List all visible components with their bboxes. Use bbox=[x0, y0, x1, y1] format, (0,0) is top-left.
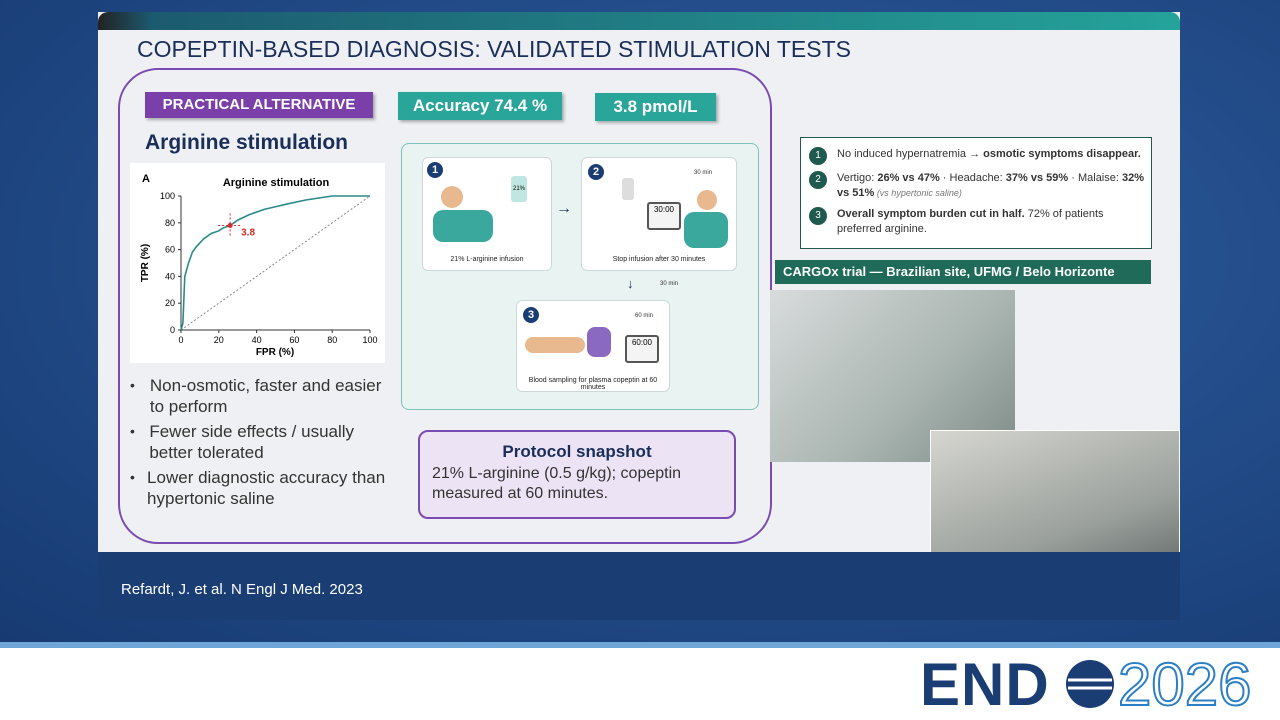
chart-title: Arginine stimulation bbox=[223, 177, 330, 189]
iv-bag bbox=[622, 178, 634, 200]
y-tick-label: 100 bbox=[160, 191, 175, 201]
step-card: 2 30 min 30:00 Stop infusion after 30 mi… bbox=[581, 157, 737, 271]
text-span: 37% vs 59% bbox=[1005, 172, 1069, 184]
x-axis-label: FPR (%) bbox=[256, 347, 294, 358]
arrow: → bbox=[556, 200, 572, 217]
y-tick-label: 0 bbox=[170, 325, 175, 335]
findings-box: 1 No induced hypernatremia → osmotic symp… bbox=[800, 137, 1152, 249]
step-card: 3 60 min 60:00 Blood sampling for plasma… bbox=[516, 300, 670, 392]
patient-icon bbox=[441, 186, 463, 208]
patient-icon bbox=[433, 210, 493, 242]
text-span: (vs hypertonic saline) bbox=[874, 188, 962, 198]
cutoff-label: 3.8 bbox=[241, 227, 255, 238]
text-span: · Malaise: bbox=[1068, 172, 1122, 184]
iv-bag: 21% bbox=[511, 176, 527, 202]
finding: 2 Vertigo: 26% vs 47% · Headache: 37% vs … bbox=[809, 171, 1147, 201]
badge: 3.8 pmol/L bbox=[595, 93, 716, 121]
slide-title: COPEPTIN-BASED DIAGNOSIS: VALIDATED STIM… bbox=[137, 36, 851, 62]
interval-label: 30 min bbox=[660, 281, 679, 287]
bullet-text: Fewer side effects / usually better tole… bbox=[149, 422, 355, 462]
text-span: · Headache: bbox=[939, 172, 1006, 184]
timer: 60:00 bbox=[625, 335, 659, 363]
logo-mark bbox=[1066, 660, 1114, 708]
x-tick-label: 100 bbox=[362, 335, 377, 345]
finding-number: 3 bbox=[809, 207, 827, 225]
x-tick-label: 0 bbox=[178, 335, 183, 345]
panel-label: A bbox=[142, 173, 150, 185]
clock-label: 60 min bbox=[635, 313, 654, 319]
arm-icon bbox=[525, 337, 585, 353]
step-card: 1 21% 21% L-arginine infusion bbox=[422, 157, 552, 271]
text-span: Overall symptom burden cut in half. bbox=[837, 208, 1025, 220]
slide-footer bbox=[98, 552, 1180, 620]
cutoff-point bbox=[227, 222, 233, 228]
y-tick-label: 80 bbox=[165, 218, 175, 228]
roc-curve bbox=[180, 195, 370, 331]
bullet-item: • Fewer side effects / usually better tol… bbox=[130, 421, 390, 463]
text-span: No induced hypernatremia bbox=[837, 148, 970, 160]
bullet-dot: • bbox=[130, 469, 135, 485]
finding: 1 No induced hypernatremia → osmotic symp… bbox=[809, 147, 1147, 165]
text-span: Vertigo: bbox=[837, 172, 878, 184]
step-number: 3 bbox=[523, 307, 539, 323]
bullet-dot: • bbox=[130, 377, 135, 393]
y-tick-label: 20 bbox=[165, 298, 175, 308]
text-span: → osmotic symptoms disappear. bbox=[969, 148, 1141, 160]
arrow: ↓ bbox=[627, 276, 634, 291]
bullet-text: Non-osmotic, faster and easier to perfor… bbox=[149, 376, 382, 416]
y-tick-label: 60 bbox=[165, 245, 175, 255]
trial-banner: CARGOx trial — Brazilian site, UFMG / Be… bbox=[775, 260, 1151, 284]
bullet-list: • Non-osmotic, faster and easier to perfo… bbox=[130, 375, 390, 513]
step-caption: Blood sampling for plasma copeptin at 60… bbox=[528, 377, 658, 391]
text-span: 72% of patients preferred arginine. bbox=[837, 208, 1104, 235]
finding-number: 1 bbox=[809, 147, 827, 165]
finding-text: No induced hypernatremia → osmotic sympt… bbox=[837, 147, 1141, 165]
x-tick-label: 80 bbox=[327, 335, 337, 345]
patient-icon bbox=[684, 212, 728, 248]
clock-label: 30 min bbox=[694, 170, 713, 176]
divider bbox=[0, 642, 1280, 648]
heading: Arginine stimulation bbox=[145, 131, 349, 154]
text-span: 32% vs 51% bbox=[837, 172, 1145, 199]
patient-icon bbox=[697, 190, 717, 210]
step-number: 1 bbox=[427, 162, 443, 178]
chance-line bbox=[180, 195, 371, 331]
badge: Accuracy 74.4 % bbox=[398, 92, 562, 120]
glove-icon bbox=[587, 327, 611, 357]
citation: Refardt, J. et al. N Engl J Med. 2023 bbox=[121, 581, 363, 598]
y-tick-label: 40 bbox=[165, 271, 175, 281]
bullet-item: • Lower diagnostic accuracy than hyperton… bbox=[130, 467, 390, 509]
finding: 3 Overall symptom burden cut in half. 72%… bbox=[809, 207, 1147, 237]
roc-chart: A Arginine stimulation FPR (%) TPR (%) 0… bbox=[140, 173, 378, 358]
bullet-dot: • bbox=[130, 423, 135, 439]
bullet-text: Lower diagnostic accuracy than hypertoni… bbox=[147, 468, 386, 508]
step-number: 2 bbox=[588, 164, 604, 180]
logo-text: 2026 bbox=[1117, 650, 1252, 719]
badge: PRACTICAL ALTERNATIVE bbox=[145, 92, 373, 118]
x-tick-label: 40 bbox=[252, 335, 262, 345]
finding-number: 2 bbox=[809, 171, 827, 189]
x-tick-label: 20 bbox=[214, 335, 224, 345]
snapshot-title: Protocol snapshot bbox=[502, 442, 652, 461]
slide-top-bar bbox=[98, 12, 1180, 30]
step-caption: 21% L-arginine infusion bbox=[450, 256, 524, 263]
finding-text: Vertigo: 26% vs 47% · Headache: 37% vs 5… bbox=[837, 171, 1147, 201]
timer: 30:00 bbox=[647, 202, 681, 230]
step-caption: Stop infusion after 30 minutes bbox=[612, 256, 706, 263]
text-span: 26% vs 47% bbox=[877, 172, 940, 184]
y-axis-label: TPR (%) bbox=[140, 244, 151, 282]
snapshot-box: Protocol snapshot 21% L-arginine (0.5 g/… bbox=[418, 430, 736, 519]
bullet-item: • Non-osmotic, faster and easier to perfo… bbox=[130, 375, 390, 417]
finding-text: Overall symptom burden cut in half. 72% … bbox=[837, 207, 1147, 237]
logo-text: END bbox=[920, 651, 1050, 718]
x-tick-label: 60 bbox=[289, 335, 299, 345]
snapshot-text: 21% L-arginine (0.5 g/kg); copeptin meas… bbox=[432, 465, 682, 502]
